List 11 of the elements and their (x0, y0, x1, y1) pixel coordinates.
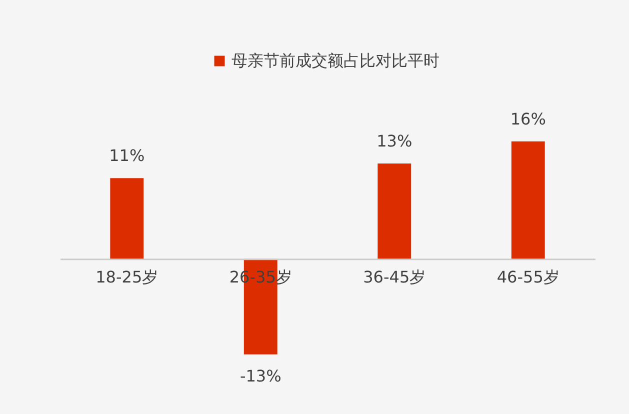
x-tick-label: 18-25岁 (96, 267, 158, 286)
legend-label: 母亲节前成交额占比对比平时 (232, 51, 440, 70)
bar (378, 163, 412, 259)
data-label: -13% (240, 366, 282, 386)
bar (511, 141, 545, 259)
bar (110, 178, 144, 259)
data-label: 16% (510, 109, 546, 128)
x-tick-label: 36-45岁 (363, 267, 426, 286)
data-label: 11% (109, 146, 145, 166)
data-label: 13% (376, 131, 412, 150)
x-tick-label: 46-55岁 (496, 267, 560, 286)
